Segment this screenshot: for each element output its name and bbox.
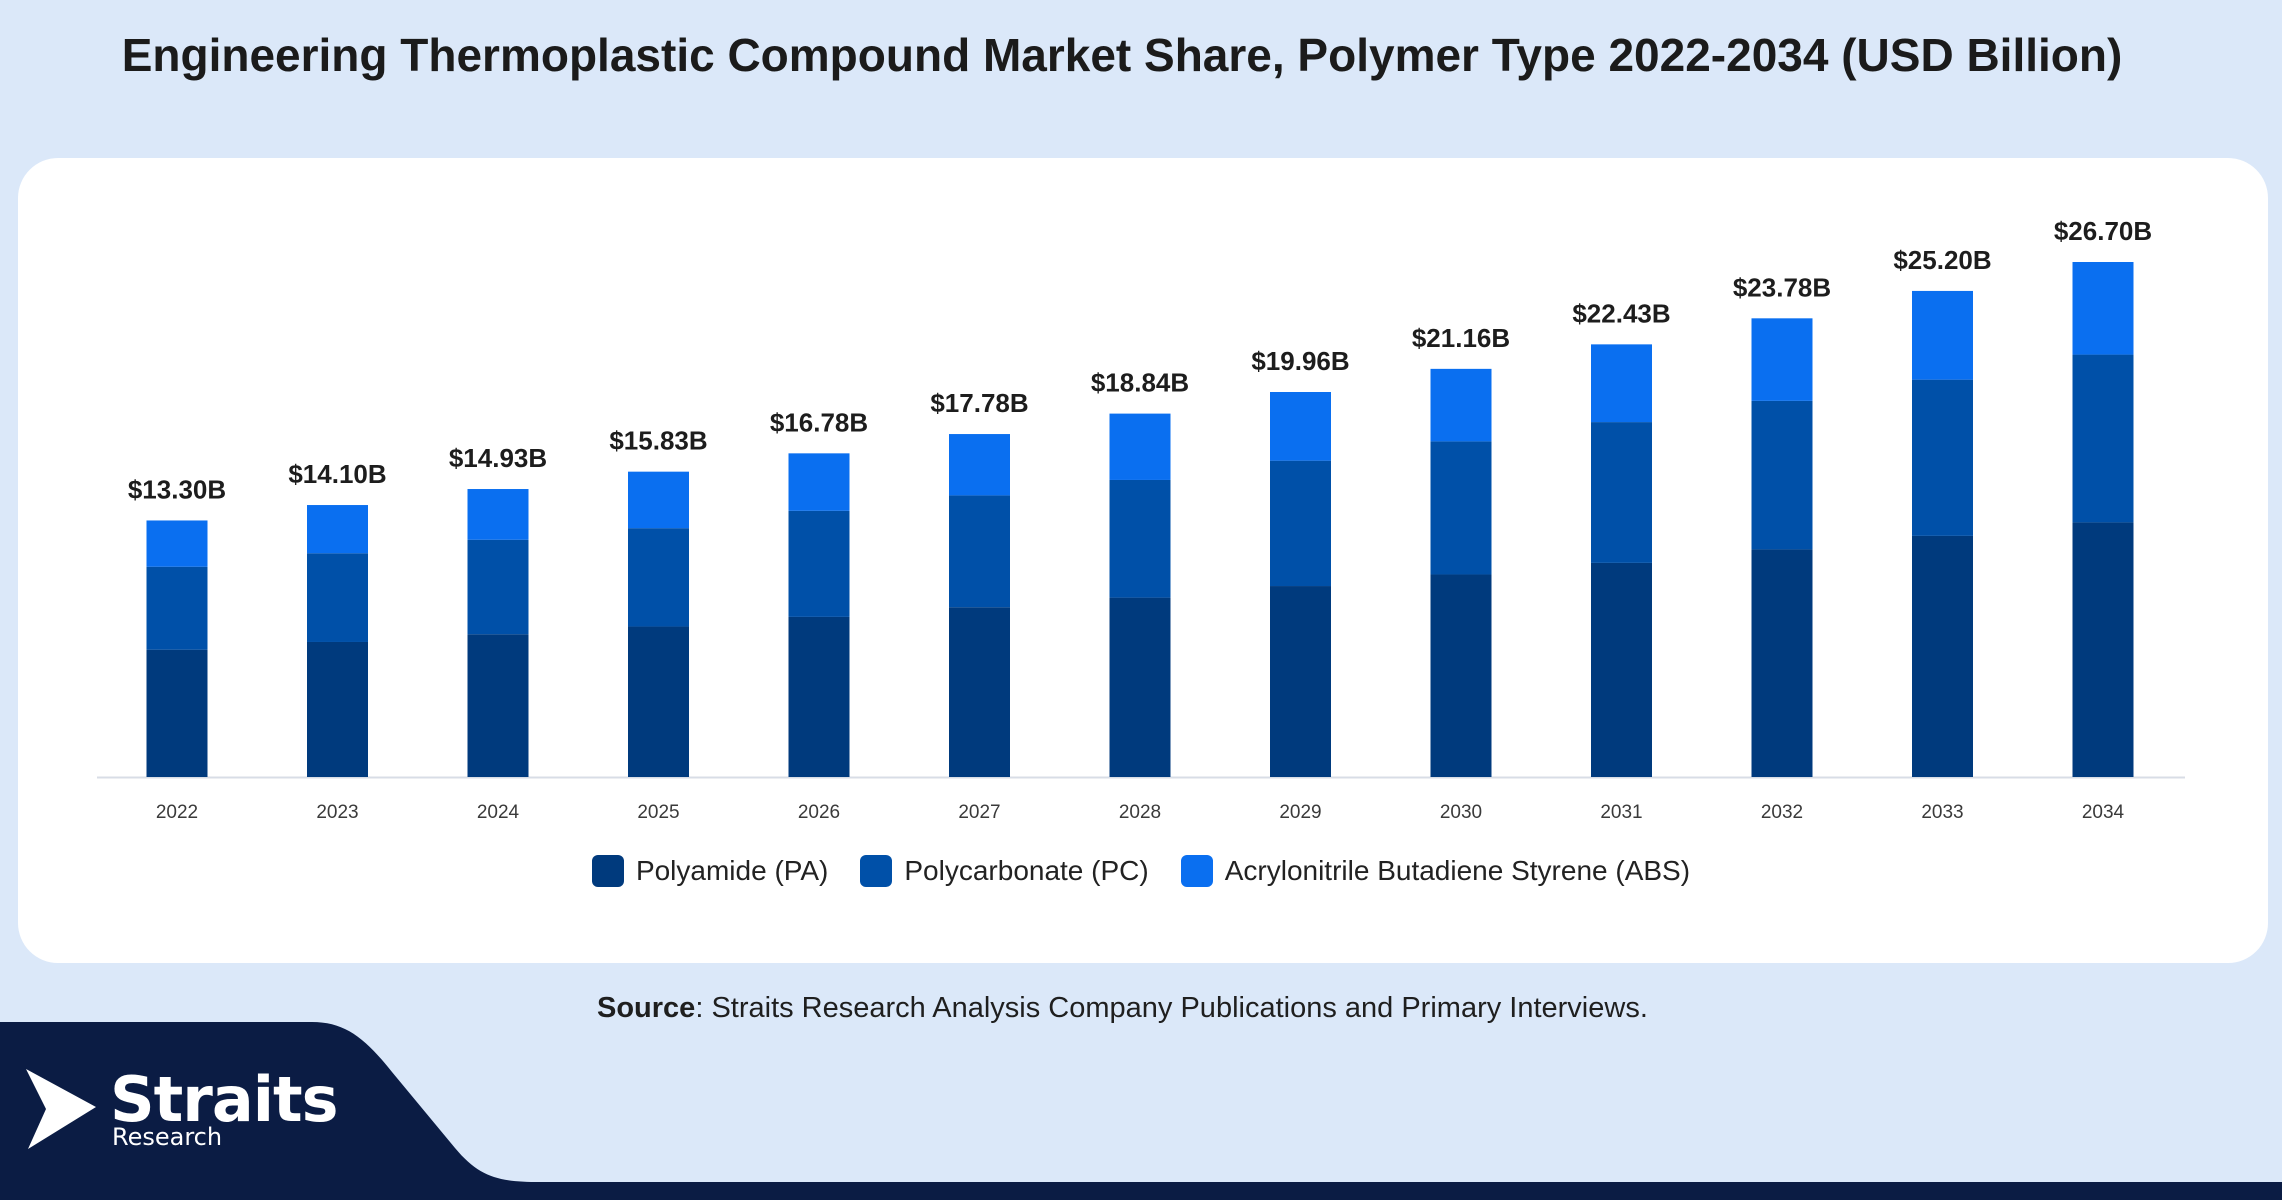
total-label-2027: $17.78B: [930, 388, 1028, 418]
total-label-2031: $22.43B: [1572, 298, 1670, 328]
bar-polycarbonate-2028[interactable]: [1109, 479, 1171, 598]
total-label-2030: $21.16B: [1412, 323, 1510, 353]
legend-swatch-polyamide: [591, 855, 624, 887]
total-label-2032: $23.78B: [1733, 272, 1831, 302]
total-label-2029: $19.96B: [1251, 346, 1349, 376]
total-label-2024: $14.93B: [449, 443, 547, 473]
x-tick-2023: 2023: [316, 802, 358, 823]
total-label-2025: $15.83B: [609, 426, 707, 456]
x-tick-2022: 2022: [156, 802, 198, 823]
x-tick-2030: 2030: [1440, 802, 1482, 823]
bar-polycarbonate-2034[interactable]: [2072, 354, 2134, 523]
bar-polycarbonate-2027[interactable]: [949, 495, 1010, 608]
x-tick-2031: 2031: [1600, 802, 1642, 823]
legend-item-abs[interactable]: Acrylonitrile Butadiene Styrene (ABS): [1180, 855, 1691, 887]
legend-swatch-abs: [1180, 855, 1213, 887]
bar-abs-2027[interactable]: [949, 434, 1010, 496]
bar-polyamide-2022[interactable]: [146, 649, 208, 777]
bar-abs-2031[interactable]: [1591, 344, 1652, 423]
x-tick-2032: 2032: [1761, 802, 1803, 823]
x-tick-2034: 2034: [2082, 802, 2125, 823]
total-label-2026: $16.78B: [770, 407, 868, 437]
bar-abs-2033[interactable]: [1912, 290, 1973, 380]
bar-polyamide-2027[interactable]: [949, 607, 1010, 777]
bar-polycarbonate-2024[interactable]: [467, 539, 529, 635]
bar-polycarbonate-2033[interactable]: [1912, 379, 1973, 536]
bar-abs-2034[interactable]: [2072, 262, 2134, 355]
bar-abs-2024[interactable]: [467, 489, 529, 540]
bar-polyamide-2028[interactable]: [1109, 597, 1171, 777]
bar-polycarbonate-2032[interactable]: [1751, 400, 1813, 550]
bar-polycarbonate-2031[interactable]: [1591, 422, 1652, 563]
bar-abs-2028[interactable]: [1109, 413, 1171, 480]
straits-logo[interactable]: Straits Research: [24, 1063, 338, 1155]
x-tick-2033: 2033: [1921, 802, 1963, 823]
bar-polyamide-2026[interactable]: [788, 616, 850, 777]
bar-polyamide-2033[interactable]: [1912, 535, 1973, 777]
x-tick-2027: 2027: [958, 802, 1000, 823]
logo-arrow-icon: [26, 1069, 96, 1149]
legend-label-polycarbonate: Polycarbonate (PC): [904, 855, 1149, 886]
bar-polyamide-2029[interactable]: [1270, 586, 1331, 777]
total-label-2034: $26.70B: [2054, 216, 2152, 246]
source-text: : Straits Research Analysis Company Publ…: [695, 992, 1648, 1024]
bar-polyamide-2031[interactable]: [1591, 562, 1652, 777]
logo-subtitle: Research: [112, 1123, 223, 1151]
bar-abs-2030[interactable]: [1430, 368, 1492, 442]
total-label-2028: $18.84B: [1091, 368, 1189, 398]
legend-item-polyamide[interactable]: Polyamide (PA): [591, 855, 829, 887]
source-note: Source: Straits Research Analysis Compan…: [597, 992, 1648, 1025]
bar-polyamide-2023[interactable]: [307, 641, 368, 777]
legend: Polyamide (PA) Polycarbonate (PC) Acrylo…: [0, 855, 2282, 887]
x-tick-2025: 2025: [637, 802, 679, 823]
source-label: Source: [597, 992, 696, 1024]
bar-abs-2029[interactable]: [1270, 392, 1331, 461]
bar-polyamide-2030[interactable]: [1430, 574, 1492, 777]
bar-polycarbonate-2030[interactable]: [1430, 441, 1492, 575]
bar-abs-2023[interactable]: [307, 505, 368, 554]
legend-label-polyamide: Polyamide (PA): [635, 855, 829, 886]
bar-abs-2025[interactable]: [628, 471, 689, 529]
x-tick-2026: 2026: [798, 802, 840, 823]
bar-polycarbonate-2026[interactable]: [788, 510, 850, 617]
bar-polyamide-2034[interactable]: [2072, 522, 2134, 777]
legend-swatch-polycarbonate: [860, 855, 893, 887]
bar-polyamide-2025[interactable]: [628, 626, 689, 777]
bar-polyamide-2032[interactable]: [1751, 549, 1813, 777]
x-tick-2028: 2028: [1119, 802, 1161, 823]
total-label-2023: $14.10B: [288, 459, 386, 489]
bar-polycarbonate-2023[interactable]: [307, 553, 368, 642]
x-tick-2024: 2024: [477, 802, 520, 823]
logo-word: Straits: [110, 1063, 338, 1136]
bar-polycarbonate-2029[interactable]: [1270, 460, 1331, 587]
bar-abs-2026[interactable]: [788, 453, 850, 511]
total-label-2022: $13.30B: [128, 474, 226, 504]
bar-polyamide-2024[interactable]: [467, 634, 529, 777]
bar-polycarbonate-2025[interactable]: [628, 528, 689, 627]
chart-title: Engineering Thermoplastic Compound Marke…: [121, 29, 2123, 81]
x-tick-2029: 2029: [1279, 802, 1321, 823]
bar-abs-2032[interactable]: [1751, 318, 1813, 401]
footer-navy-band: [0, 1022, 2282, 1200]
bar-polycarbonate-2022[interactable]: [146, 566, 208, 650]
bar-abs-2022[interactable]: [146, 520, 208, 567]
total-label-2033: $25.20B: [1893, 245, 1991, 275]
legend-label-abs: Acrylonitrile Butadiene Styrene (ABS): [1224, 855, 1691, 886]
legend-item-polycarbonate[interactable]: Polycarbonate (PC): [860, 855, 1149, 887]
